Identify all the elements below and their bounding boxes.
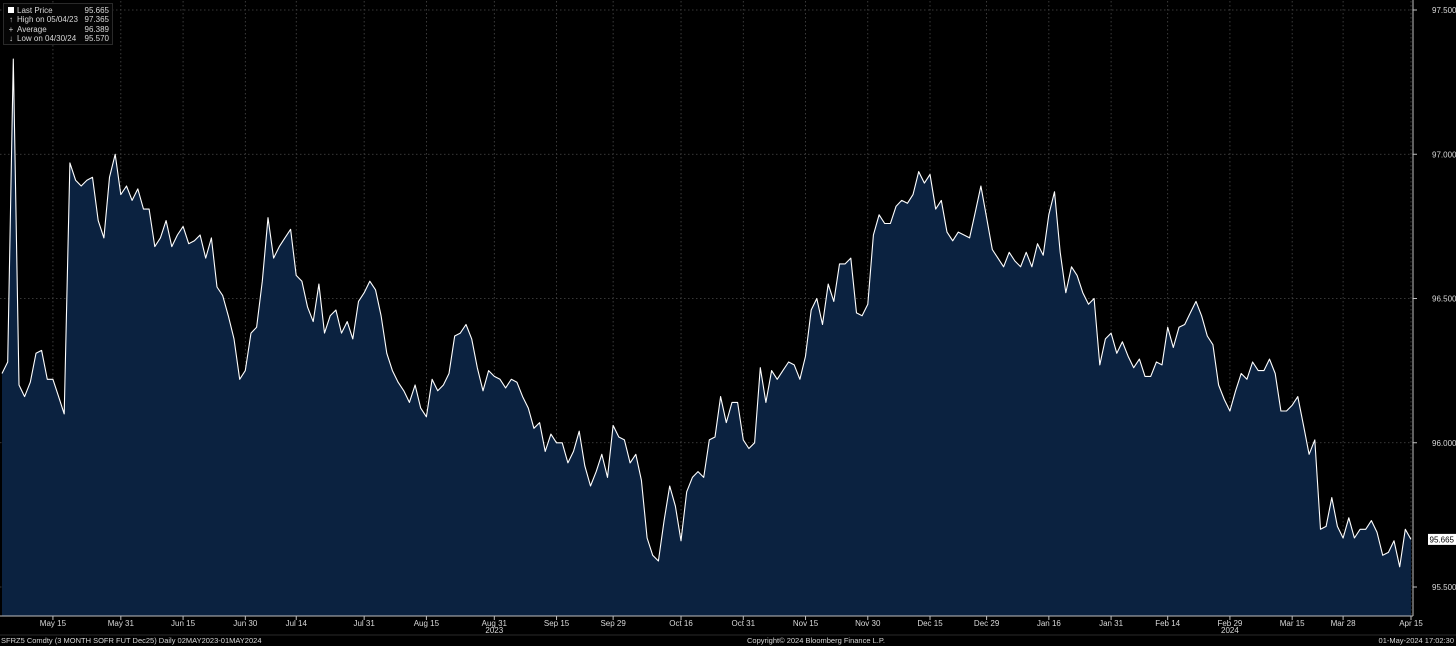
x-tick-label: Dec 15 — [917, 619, 943, 628]
x-tick-label: Jun 15 — [171, 619, 196, 628]
legend-row-low: ↓ Low on 04/30/24 95.570 — [7, 34, 109, 43]
legend-value: 95.570 — [85, 34, 109, 43]
legend-label: High on 05/04/23 — [17, 15, 78, 24]
x-year-label: 2023 — [485, 626, 503, 635]
legend-value: 96.389 — [85, 25, 109, 34]
legend-value: 95.665 — [85, 6, 109, 15]
x-tick-label: Sep 29 — [600, 619, 626, 628]
x-year-label: 2024 — [1221, 626, 1239, 635]
last-value-text: 95.665 — [1430, 535, 1455, 544]
arrow-down-icon: ↓ — [7, 34, 15, 43]
last-value-label: 95.665 — [1428, 534, 1456, 545]
y-tick-label: 96.500 — [1432, 295, 1456, 304]
x-tick-label: Feb 14 — [1155, 619, 1180, 628]
x-tick-label: Jan 31 — [1099, 619, 1124, 628]
copyright-text: Copyright© 2024 Bloomberg Finance L.P. — [747, 636, 885, 645]
x-tick-label: Oct 16 — [669, 619, 693, 628]
plus-icon: + — [7, 25, 15, 34]
legend-label: Last Price — [17, 6, 53, 15]
x-tick-label: Nov 15 — [793, 619, 819, 628]
legend-label: Low on 04/30/24 — [17, 34, 76, 43]
footer: SFRZ5 Comdty (3 MONTH SOFR FUT Dec25) Da… — [0, 636, 1456, 646]
legend: Last Price 95.665 ↑ High on 05/04/23 97.3… — [3, 3, 113, 45]
x-tick-label: Aug 15 — [414, 619, 440, 628]
x-tick-label: Jun 30 — [233, 619, 258, 628]
x-tick-label: Sep 15 — [544, 619, 570, 628]
x-tick-label: Dec 29 — [974, 619, 1000, 628]
x-tick-label: Mar 15 — [1280, 619, 1305, 628]
square-marker-icon — [8, 7, 14, 13]
legend-value: 97.365 — [85, 15, 109, 24]
ticker-description: SFRZ5 Comdty (3 MONTH SOFR FUT Dec25) Da… — [1, 636, 262, 645]
y-tick-label: 97.500 — [1432, 6, 1456, 15]
legend-row-last-price: Last Price 95.665 — [7, 6, 109, 15]
y-tick-label: 95.500 — [1432, 583, 1456, 592]
y-tick-label: 96.000 — [1432, 439, 1456, 448]
x-tick-label: Oct 31 — [731, 619, 755, 628]
x-tick-label: May 15 — [40, 619, 67, 628]
x-tick-label: Jan 16 — [1037, 619, 1062, 628]
x-tick-label: Jul 14 — [286, 619, 308, 628]
arrow-up-icon: ↑ — [7, 15, 15, 24]
timestamp-text: 01-May-2024 17:02:30 — [1379, 636, 1454, 645]
legend-row-average: + Average 96.389 — [7, 25, 109, 34]
x-tick-label: Jul 31 — [353, 619, 375, 628]
x-tick-label: Nov 30 — [855, 619, 881, 628]
x-tick-label: Apr 15 — [1399, 619, 1423, 628]
x-tick-label: Mar 28 — [1331, 619, 1356, 628]
legend-row-high: ↑ High on 05/04/23 97.365 — [7, 15, 109, 24]
y-tick-label: 97.000 — [1432, 150, 1456, 159]
legend-label: Average — [17, 25, 47, 34]
x-tick-label: May 31 — [108, 619, 135, 628]
